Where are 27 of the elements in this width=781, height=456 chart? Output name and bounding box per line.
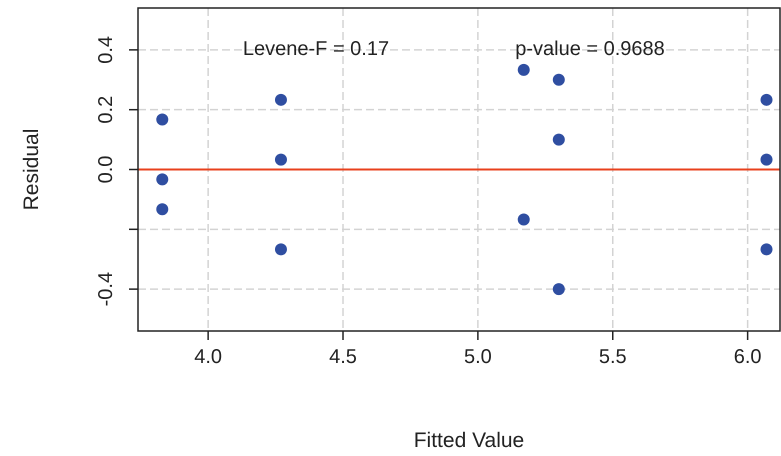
x-tick-label: 5.0 bbox=[464, 346, 492, 368]
point bbox=[518, 64, 530, 76]
point bbox=[274, 154, 287, 166]
point bbox=[274, 94, 287, 106]
annotation: Levene-F = 0.17 bbox=[242, 38, 390, 60]
y-tick-label: 0.2 bbox=[95, 96, 117, 124]
point bbox=[274, 243, 287, 256]
y-tick-label: 0.0 bbox=[95, 156, 117, 184]
y-tick-label: 0.4 bbox=[95, 36, 117, 64]
point bbox=[156, 173, 168, 186]
point bbox=[518, 213, 530, 226]
x-axis-title: Fitted Value bbox=[414, 429, 524, 452]
point bbox=[552, 283, 565, 296]
y-tick-label: -0.4 bbox=[95, 272, 117, 306]
x-tick-label: 4.5 bbox=[329, 346, 357, 368]
y-axis-title: Residual bbox=[20, 128, 43, 210]
point bbox=[760, 243, 773, 256]
point bbox=[760, 154, 773, 166]
point bbox=[760, 94, 773, 106]
x-tick-label: 5.5 bbox=[598, 346, 627, 368]
x-tick-label: 4.0 bbox=[194, 346, 222, 368]
point bbox=[156, 203, 168, 216]
annotation: p-value = 0.9688 bbox=[515, 38, 665, 60]
point bbox=[552, 74, 565, 86]
x-tick-label: 6.0 bbox=[734, 346, 762, 368]
point bbox=[156, 114, 168, 126]
point bbox=[552, 134, 565, 146]
